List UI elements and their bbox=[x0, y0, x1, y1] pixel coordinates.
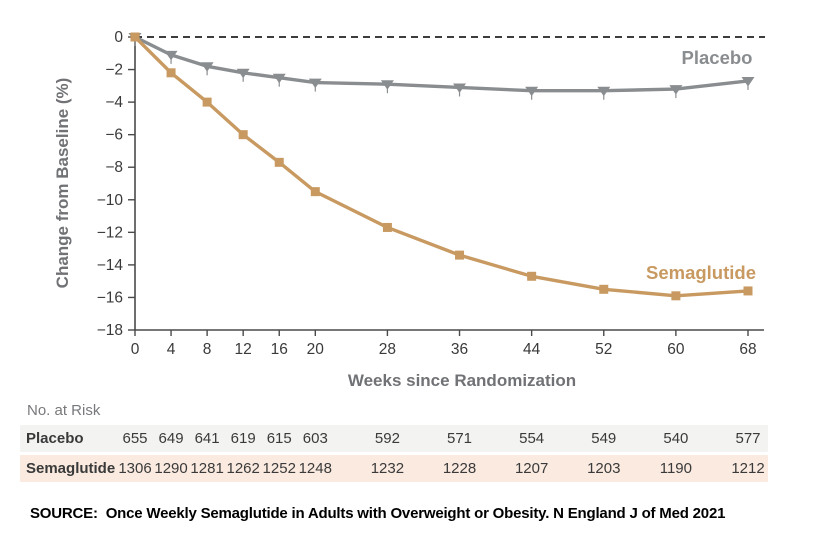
placebo-marker-triangle-icon bbox=[164, 50, 178, 61]
y-tick-label: −6 bbox=[105, 127, 123, 144]
y-tick-label: −14 bbox=[97, 257, 124, 274]
x-tick-label: 4 bbox=[167, 341, 176, 358]
risk-count: 592 bbox=[374, 430, 400, 447]
placebo-marker-triangle-icon bbox=[236, 68, 250, 79]
risk-row-label: Semaglutide bbox=[26, 460, 116, 477]
number-at-risk-table: No. at Risk Placebo 655 649 641 619 615 603 592… bbox=[0, 400, 820, 492]
risk-count: 1248 bbox=[298, 460, 332, 477]
source-citation: SOURCE: Once Weekly Semaglutide in Adult… bbox=[30, 505, 726, 522]
risk-count: 619 bbox=[230, 430, 256, 447]
risk-count: 655 bbox=[122, 430, 148, 447]
placebo-marker-triangle-icon bbox=[597, 86, 611, 97]
risk-count: 641 bbox=[194, 430, 220, 447]
placebo-marker-triangle-icon bbox=[525, 86, 539, 97]
x-tick-label: 20 bbox=[307, 341, 325, 358]
placebo-marker-triangle-icon bbox=[669, 85, 683, 95]
risk-table-header: No. at Risk bbox=[27, 402, 101, 419]
risk-count: 1190 bbox=[659, 460, 692, 477]
risk-row-semaglutide: Semaglutide 1306 1290 1281 1262 1252 1248 1232 1… bbox=[20, 455, 768, 482]
y-axis-title: Change from Baseline (%) bbox=[53, 78, 72, 289]
y-tick-label: −2 bbox=[105, 62, 123, 79]
placebo-marker-triangle-icon bbox=[272, 73, 286, 84]
y-tick-label: −4 bbox=[105, 94, 123, 111]
series-label-semaglutide: Semaglutide bbox=[646, 262, 756, 283]
x-tick-label: 8 bbox=[203, 341, 212, 358]
risk-count: 1228 bbox=[442, 460, 477, 477]
x-axis-title: Weeks since Randomization bbox=[348, 371, 576, 390]
risk-count: 554 bbox=[519, 430, 545, 447]
x-tick-label: 16 bbox=[271, 341, 288, 358]
change-from-baseline-chart: Change from Baseline (%) 0 −2 −4 −6 −8 −10 −12 −… bbox=[53, 29, 765, 390]
placebo-marker-triangle-icon bbox=[453, 83, 467, 93]
risk-count: 1281 bbox=[190, 460, 224, 477]
risk-count: 1290 bbox=[154, 460, 188, 477]
risk-count: 1306 bbox=[118, 460, 152, 477]
x-tick-label: 52 bbox=[595, 341, 612, 358]
risk-count: 1252 bbox=[262, 460, 296, 477]
risk-count: 615 bbox=[266, 430, 292, 447]
y-tick-label: −18 bbox=[97, 322, 123, 339]
risk-count: 649 bbox=[158, 430, 184, 447]
y-tick-label: 0 bbox=[114, 29, 123, 46]
placebo-line bbox=[133, 35, 750, 93]
series-label-placebo: Placebo bbox=[682, 47, 753, 68]
x-tick-label: 36 bbox=[451, 341, 468, 358]
placebo-marker-triangle-icon bbox=[200, 62, 214, 72]
semaglutide-marker-square-icon bbox=[238, 130, 248, 140]
risk-count: 549 bbox=[591, 430, 617, 447]
placebo-marker-triangle-icon bbox=[308, 78, 322, 89]
risk-count: 1207 bbox=[514, 460, 549, 477]
risk-count: 1232 bbox=[370, 460, 405, 477]
x-tick-label: 28 bbox=[379, 341, 396, 358]
semaglutide-marker-square-icon bbox=[671, 291, 681, 301]
x-tick-label: 12 bbox=[235, 341, 252, 358]
risk-row-placebo: Placebo 655 649 641 619 615 603 592 571 554 549 540… bbox=[20, 425, 768, 452]
risk-count: 1203 bbox=[587, 460, 621, 477]
x-tick-label: 68 bbox=[739, 341, 756, 358]
risk-count: 1262 bbox=[226, 460, 260, 477]
semaglutide-marker-square-icon bbox=[382, 222, 392, 232]
semaglutide-marker-square-icon bbox=[310, 187, 320, 197]
risk-count: 540 bbox=[663, 430, 689, 447]
x-tick-label: 60 bbox=[667, 341, 685, 358]
y-tick-label: −10 bbox=[97, 192, 124, 209]
y-tick-label: −8 bbox=[105, 159, 123, 176]
semaglutide-marker-square-icon bbox=[130, 32, 140, 42]
semaglutide-line bbox=[133, 35, 750, 298]
x-tick-label: 44 bbox=[523, 341, 541, 358]
risk-count: 1212 bbox=[731, 460, 765, 477]
semaglutide-marker-square-icon bbox=[202, 97, 212, 107]
y-tick-label: −12 bbox=[97, 224, 123, 241]
risk-row-label: Placebo bbox=[26, 430, 84, 447]
placebo-marker-triangle-icon bbox=[741, 76, 755, 87]
placebo-marker-triangle-icon bbox=[380, 80, 394, 90]
x-tick-label: 0 bbox=[131, 341, 140, 358]
risk-count: 571 bbox=[447, 430, 473, 447]
risk-count: 577 bbox=[735, 430, 761, 447]
semaglutide-marker-square-icon bbox=[274, 157, 284, 167]
semaglutide-marker-square-icon bbox=[743, 286, 753, 296]
risk-count: 603 bbox=[302, 430, 328, 447]
y-tick-label: −16 bbox=[97, 289, 123, 306]
semaglutide-marker-square-icon bbox=[599, 284, 609, 294]
semaglutide-marker-square-icon bbox=[166, 68, 176, 78]
semaglutide-marker-square-icon bbox=[455, 250, 465, 260]
semaglutide-marker-square-icon bbox=[527, 271, 537, 281]
